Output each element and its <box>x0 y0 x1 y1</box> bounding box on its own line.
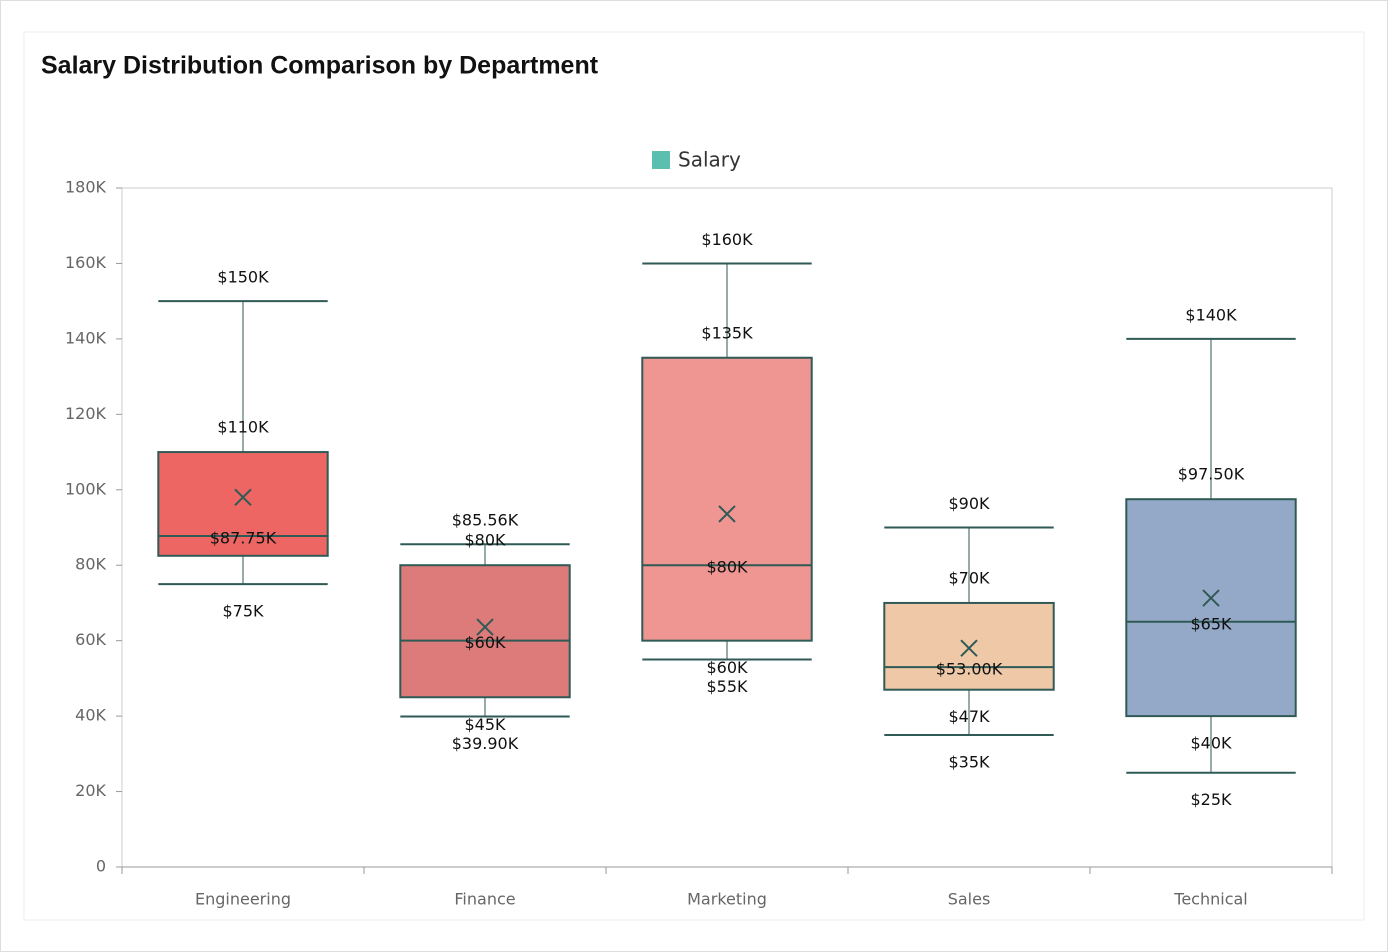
value-label: $85.56K <box>452 511 519 530</box>
value-label: $75K <box>222 602 264 621</box>
mean-marker <box>234 488 252 507</box>
legend-swatch <box>652 151 670 169</box>
value-label: $55K <box>706 677 748 696</box>
y-tick-label: 100K <box>65 479 107 498</box>
x-tick-label: Sales <box>948 890 991 909</box>
value-label: $65K <box>1190 614 1232 633</box>
value-label: $47K <box>948 707 990 726</box>
x-tick-label: Technical <box>1173 890 1247 909</box>
box-group: $160K $135K $80K $60K$55K <box>641 230 813 696</box>
value-label: $140K <box>1185 305 1237 324</box>
box <box>157 451 329 557</box>
value-label: $90K <box>948 494 990 513</box>
value-label: $53.00K <box>936 660 1003 679</box>
mean-marker <box>476 618 494 636</box>
value-label: $40K <box>1190 734 1232 753</box>
x-tick-label: Engineering <box>195 890 291 909</box>
value-label: $150K <box>217 268 269 287</box>
value-label: $35K <box>948 752 990 771</box>
box <box>1125 498 1297 718</box>
x-tick-label: Finance <box>454 890 515 909</box>
x-tick-label: Marketing <box>687 890 767 909</box>
value-label: $60K <box>706 658 748 677</box>
y-tick-label: 140K <box>65 328 107 347</box>
box-group: $90K $70K $53.00K $47K $35K <box>883 494 1055 771</box>
y-tick-label: 40K <box>75 706 106 725</box>
box-group: $85.56K$80K $60K $45K$39.90K <box>399 511 571 753</box>
legend-label: Salary <box>678 148 741 172</box>
mean-marker <box>960 639 978 657</box>
y-tick-label: 180K <box>65 178 107 197</box>
value-label: $160K <box>701 230 753 249</box>
box <box>883 601 1055 691</box>
value-label: $135K <box>701 323 753 342</box>
value-label: $110K <box>217 418 269 437</box>
box <box>641 356 813 642</box>
value-label: $97.50K <box>1178 465 1245 484</box>
box-group: $140K $97.50K $65K $40K $25K <box>1125 305 1297 809</box>
y-tick-label: 0 <box>96 857 106 876</box>
box <box>399 564 571 699</box>
y-tick-label: 120K <box>65 404 107 423</box>
value-label: $25K <box>1190 790 1232 809</box>
y-tick-label: 60K <box>75 630 106 649</box>
value-label: $45K <box>464 715 506 734</box>
mean-marker <box>1202 589 1220 607</box>
value-label: $87.75K <box>210 528 277 547</box>
y-tick-label: 20K <box>75 781 106 800</box>
mean-marker <box>718 505 736 523</box>
value-label: $39.90K <box>452 734 519 753</box>
y-tick-label: 160K <box>65 253 107 272</box>
value-label: $70K <box>948 568 990 587</box>
y-tick-label: 80K <box>75 555 106 574</box>
value-label: $80K <box>706 558 748 577</box>
value-label: $60K <box>464 633 506 652</box>
legend: Salary <box>652 148 741 172</box>
box-group: $150K $110K $87.75K $75K <box>157 268 329 621</box>
chart-title: Salary Distribution Comparison by Depart… <box>41 52 599 80</box>
value-label: $80K <box>464 531 506 550</box>
